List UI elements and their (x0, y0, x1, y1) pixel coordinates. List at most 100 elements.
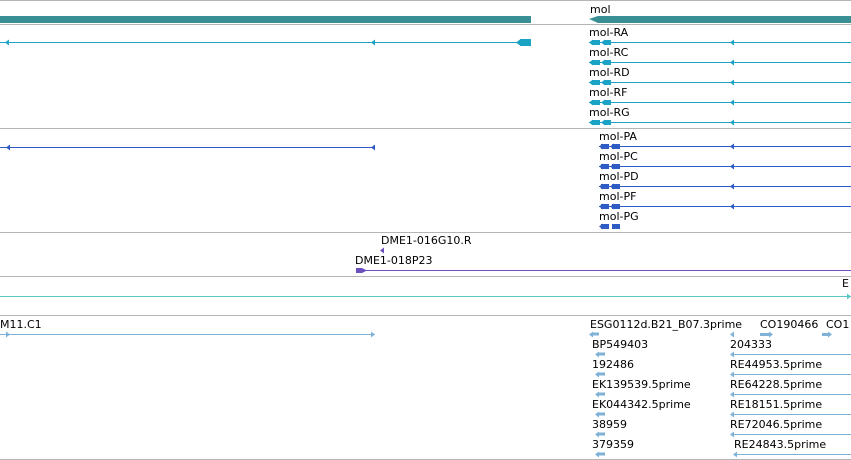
transcript-exon (520, 39, 531, 46)
protein-exon (601, 184, 609, 189)
direction-arrow (371, 144, 375, 151)
est-segment (598, 452, 605, 456)
est-label[interactable]: EK139539.5prime (592, 378, 691, 391)
gene-bar (0, 16, 531, 23)
direction-arrow (601, 39, 605, 46)
est-label[interactable]: RE72046.5prime (730, 418, 823, 431)
transcript-exon (604, 120, 611, 125)
protein-exon (601, 144, 609, 149)
direction-arrow (595, 391, 599, 398)
direction-arrow (847, 293, 851, 300)
direction-arrow (730, 99, 734, 106)
est-label[interactable]: RE18151.5prime (730, 398, 823, 411)
protein-label[interactable]: mol-PD (599, 170, 639, 183)
direction-arrow (610, 163, 614, 170)
direction-arrow (595, 431, 599, 438)
direction-arrow (601, 79, 605, 86)
direction-arrow (730, 331, 734, 338)
direction-arrow (730, 39, 734, 46)
transcript-label[interactable]: mol-RA (589, 26, 629, 39)
direction-arrow (730, 183, 734, 190)
est-label[interactable]: EK044342.5prime (592, 398, 691, 411)
direction-arrow (730, 351, 734, 358)
direction-arrow (730, 411, 734, 418)
gene-bar-right (589, 16, 851, 23)
transcript-label[interactable]: mol-RD (589, 66, 630, 79)
direction-arrow (601, 99, 605, 106)
transcript-label[interactable]: mol-RC (589, 46, 629, 59)
direction-arrow (730, 143, 734, 150)
est-label[interactable]: RE64228.5prime (730, 378, 823, 391)
est-label[interactable]: RE24843.5prime (734, 438, 827, 451)
direction-arrow (589, 99, 593, 106)
direction-arrow (589, 119, 593, 126)
est-label[interactable]: 379359 (592, 438, 634, 451)
transcript-exon (604, 80, 611, 85)
transcript-label[interactable]: mol-RF (589, 86, 628, 99)
protein-label[interactable]: mol-PG (599, 210, 639, 223)
protein-exon (612, 144, 620, 149)
direction-arrow (5, 39, 9, 46)
clone-start-marker (356, 268, 367, 273)
est-label-left[interactable]: M11.C1 (0, 318, 42, 331)
protein-label[interactable]: mol-PF (599, 190, 637, 203)
protein-exon (612, 204, 620, 209)
transcript-exon (592, 120, 600, 125)
direction-arrow (599, 183, 603, 190)
transcript-exon (592, 60, 600, 65)
protein-exon (601, 164, 609, 169)
est-segment (592, 332, 599, 336)
direction-arrow (6, 144, 10, 151)
est-segment (598, 432, 605, 436)
transcript-label[interactable]: mol-RG (589, 106, 630, 119)
direction-arrow (733, 451, 737, 458)
direction-arrow (610, 143, 614, 150)
direction-arrow (589, 79, 593, 86)
est-label[interactable]: 38959 (592, 418, 627, 431)
direction-arrow (595, 451, 599, 458)
protein-exon (612, 224, 620, 229)
direction-arrow (595, 351, 599, 358)
direction-arrow (599, 143, 603, 150)
direction-arrow (371, 39, 375, 46)
est-label[interactable]: ESG0112d.B21_B07.3prime (590, 318, 743, 331)
direction-arrow (730, 391, 734, 398)
clone-label[interactable]: DME1-018P23 (355, 254, 433, 267)
direction-arrow (599, 223, 603, 230)
direction-arrow (595, 411, 599, 418)
direction-arrow (730, 79, 734, 86)
direction-arrow (828, 331, 832, 338)
direction-arrow (371, 331, 375, 338)
est-segment (760, 333, 769, 336)
transcript-exon (604, 60, 611, 65)
protein-exon (601, 204, 609, 209)
est-label[interactable]: 192486 (592, 358, 634, 371)
direction-arrow (6, 331, 10, 338)
gene-label-mol[interactable]: mol (590, 3, 611, 16)
est-label[interactable]: CO190466 (760, 318, 819, 331)
direction-arrow (589, 39, 593, 46)
protein-label[interactable]: mol-PA (599, 130, 637, 143)
direction-arrow (599, 203, 603, 210)
direction-arrow (589, 331, 593, 338)
transcript-exon (592, 100, 600, 105)
direction-arrow (769, 331, 773, 338)
protein-exon (612, 164, 620, 169)
direction-arrow (730, 371, 734, 378)
est-label[interactable]: BP549403 (592, 338, 649, 351)
direction-arrow (595, 371, 599, 378)
est-segment (822, 333, 828, 336)
est-segment (598, 352, 605, 356)
est-label-partial[interactable]: CO1 (826, 318, 850, 331)
clone-label[interactable]: DME1-016G10.R (381, 234, 472, 247)
direction-arrow (601, 119, 605, 126)
est-label[interactable]: RE44953.5prime (730, 358, 823, 371)
transcript-exon (592, 40, 600, 45)
direction-arrow (730, 59, 734, 66)
protein-label[interactable]: mol-PC (599, 150, 638, 163)
est-label-partial[interactable]: E (842, 277, 849, 290)
clone-arrow (380, 247, 384, 254)
direction-arrow (589, 59, 593, 66)
est-label[interactable]: 204333 (730, 338, 772, 351)
